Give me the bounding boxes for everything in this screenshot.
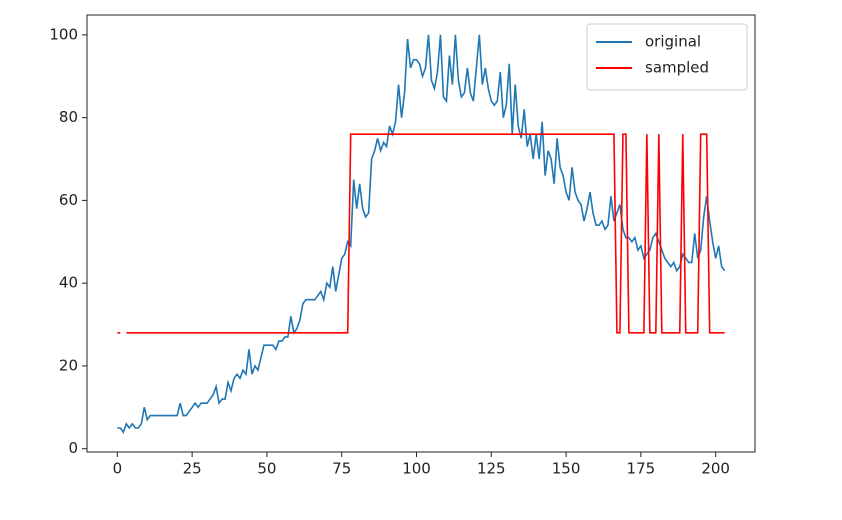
legend-box (586, 23, 748, 91)
line-original (117, 34, 726, 434)
y-tick-label: 0 (68, 439, 78, 457)
x-tick-label: 25 (183, 460, 202, 478)
y-tick-label: 40 (59, 274, 78, 292)
x-tick-label: 0 (113, 460, 123, 478)
y-tick-label: 60 (59, 191, 78, 209)
y-tick-label: 80 (59, 108, 78, 126)
x-tick-label: 100 (402, 460, 431, 478)
y-tick-label: 100 (49, 25, 78, 43)
y-tick-label: 20 (59, 356, 78, 374)
x-tick-label: 50 (257, 460, 276, 478)
plot-frame (86, 14, 756, 453)
x-tick-label: 125 (477, 460, 506, 478)
legend: original sampled (586, 23, 748, 91)
legend-label: original (645, 33, 701, 51)
x-tick-label: 200 (701, 460, 730, 478)
legend-label: sampled (645, 59, 709, 77)
x-tick-label: 175 (627, 460, 656, 478)
line-sampled (126, 133, 725, 334)
x-tick-label: 75 (332, 460, 351, 478)
x-tick-label: 150 (552, 460, 581, 478)
